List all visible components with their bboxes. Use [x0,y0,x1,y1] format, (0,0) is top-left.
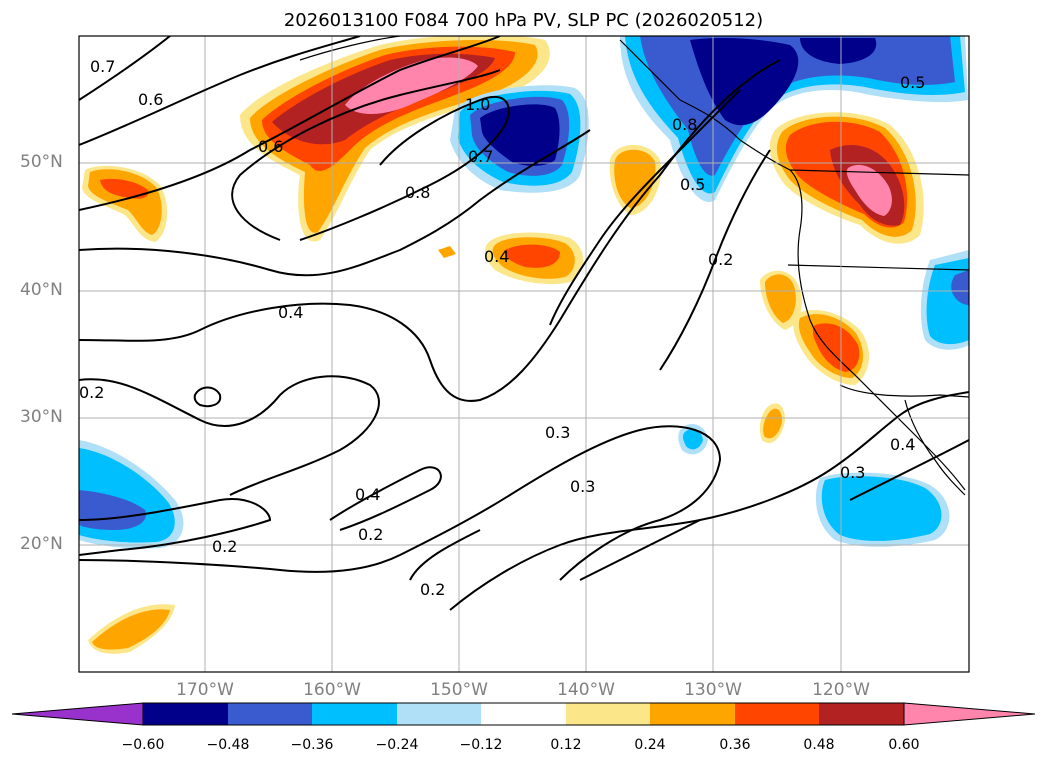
pv-shading [79,36,969,654]
colorbar-bin [312,703,397,725]
contour-label: 0.4 [484,247,509,266]
contour-labels: 0.7 0.6 0.6 1.0 0.7 0.8 0.4 0.8 0.5 0.5 … [79,57,925,599]
contour-label: 0.2 [708,250,733,269]
contour-label: 0.6 [258,137,283,156]
lat-label: 50°N [20,152,63,172]
contour-label: 0.4 [355,485,380,504]
colorbar-tick-label: −0.48 [206,737,250,753]
colorbar-bin [735,703,819,725]
colorbar-tick-label: −0.12 [459,737,503,753]
colorbar-tick-label: 0.60 [888,737,920,753]
lat-label: 30°N [20,407,63,427]
coastlines [299,36,969,496]
contour-label: 0.4 [890,435,915,454]
lon-label: 130°W [684,680,742,700]
lon-label: 170°W [176,680,234,700]
contour-label: 0.8 [672,115,697,134]
colorbar-tick-label: 0.48 [803,737,835,753]
lat-label: 40°N [20,280,63,300]
colorbar-bin [650,703,735,725]
contour-label: 0.3 [545,423,570,442]
contour-label: 0.7 [468,147,493,166]
contour-label: 0.2 [79,383,104,402]
contour-label: 0.3 [840,463,865,482]
colorbar-bin [819,703,904,725]
lon-label: 140°W [557,680,615,700]
contour-label: 0.6 [138,90,163,109]
lon-label: 160°W [303,680,361,700]
colorbar-tick-label: 0.36 [719,737,751,753]
colorbar-tick-label: −0.36 [290,737,334,753]
contour-label: 0.8 [405,183,430,202]
colorbar-bin [228,703,312,725]
contour-label: 0.3 [570,477,595,496]
colorbar-bin [566,703,650,725]
colorbar-tick-label: 0.24 [634,737,666,753]
colorbar-extend-high [903,702,1036,726]
map-frame [78,35,970,673]
contour-label: 0.5 [900,73,925,92]
colorbar [11,702,1036,726]
map-title: 2026013100 F084 700 hPa PV, SLP PC (2026… [283,10,764,31]
contour-label: 0.7 [90,57,115,76]
lat-label: 20°N [20,534,63,554]
colorbar-bin [481,703,566,725]
contour-label: 0.2 [212,537,237,556]
contour-label: 0.4 [278,303,303,322]
lon-label: 150°W [430,680,488,700]
colorbar-tick-label: 0.12 [550,737,582,753]
colorbar-bin [143,703,228,725]
colorbar-tick-label: −0.60 [121,737,165,753]
contour-label: 1.0 [465,95,490,114]
slp-contours [79,36,969,611]
contour-label: 0.2 [358,525,383,544]
lon-label: 120°W [812,680,870,700]
colorbar-tick-label: −0.24 [375,737,419,753]
colorbar-extend-low [11,702,144,726]
colorbar-bin [397,703,481,725]
contour-label: 0.5 [680,175,705,194]
contour-label: 0.2 [420,580,445,599]
